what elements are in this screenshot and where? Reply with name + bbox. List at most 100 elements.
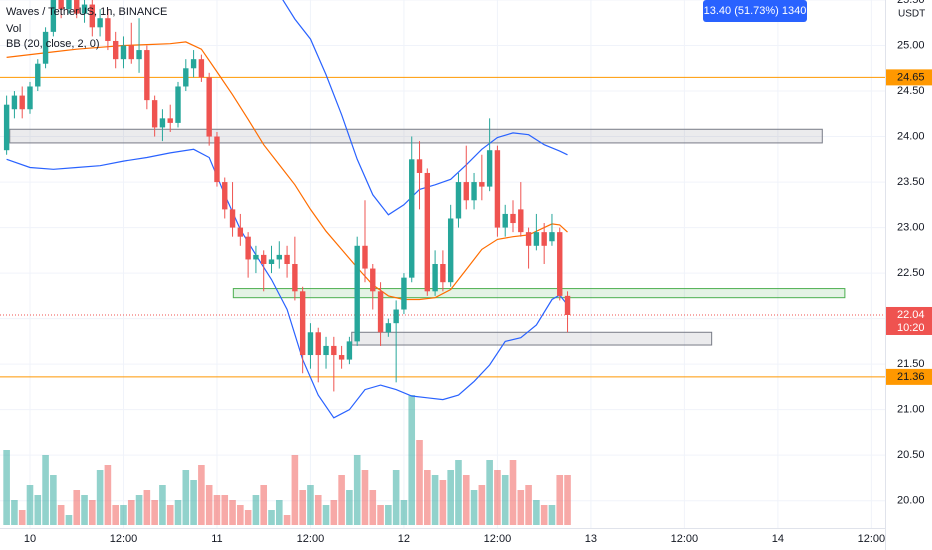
level-badge: 21.36 <box>897 371 925 383</box>
candle-body <box>299 291 306 356</box>
candle-body <box>377 291 384 333</box>
candle-body <box>268 259 275 264</box>
volume-bar <box>34 495 42 525</box>
volume-bar <box>213 495 221 525</box>
candle-body <box>455 182 462 219</box>
volume-bar <box>361 470 369 525</box>
candle-body <box>292 264 298 292</box>
x-tick-label: 11 <box>211 533 222 545</box>
candle-body <box>120 45 127 60</box>
candle-body <box>66 0 72 10</box>
volume-bar <box>26 485 34 525</box>
volume-bar <box>81 495 88 525</box>
candle-body <box>81 4 88 14</box>
candle-body <box>74 0 80 14</box>
y-tick-label: 20.00 <box>897 495 925 507</box>
volume-bar <box>447 470 454 525</box>
last-price-badge: 22.04 <box>897 309 925 321</box>
volume-bar <box>11 500 18 525</box>
volume-bar <box>470 490 478 525</box>
candle-body <box>144 50 150 101</box>
legend-vol: Vol <box>6 23 21 35</box>
candle-body <box>401 277 407 310</box>
volume-bar <box>57 505 65 525</box>
candle-body <box>183 68 189 87</box>
volume-bar <box>307 485 314 525</box>
level-badge: 24.65 <box>897 71 925 83</box>
candle-body <box>564 295 571 315</box>
candle-body <box>42 31 49 64</box>
legend-bb: BB (20, close, 2, 0) <box>6 38 100 50</box>
volume-bar <box>478 485 486 525</box>
chart-title: Waves / TetherUS, 1h, BINANCE <box>6 6 167 18</box>
volume-bar <box>564 475 571 525</box>
x-tick-label: 10 <box>24 533 36 545</box>
x-tick-label: 12:00 <box>671 533 699 545</box>
measure-badge: 13.40 (51.73%) 1340 <box>704 5 807 17</box>
volume-bar <box>127 500 135 525</box>
candle-body <box>409 159 415 278</box>
candle-body <box>112 40 119 60</box>
bb-line <box>6 148 568 419</box>
volume-bar <box>42 455 49 525</box>
candle-body <box>206 77 212 137</box>
candle-body <box>58 0 64 10</box>
candle-body <box>338 355 345 360</box>
candle-body <box>486 150 493 187</box>
x-tick-label: 12:00 <box>297 533 325 545</box>
candle-body <box>323 345 329 356</box>
candle-body <box>229 209 236 228</box>
candle-body <box>19 95 25 110</box>
level-badge-bg <box>886 69 932 86</box>
candle-body <box>167 118 173 123</box>
candle-body <box>518 209 524 233</box>
candle-body <box>284 254 290 264</box>
x-tick-label: 12:00 <box>484 533 512 545</box>
y-tick-label: 25.50 <box>897 0 925 6</box>
candle-body <box>510 213 516 224</box>
volume-bar <box>120 505 127 525</box>
volume-bar <box>486 460 493 525</box>
candle-body <box>370 268 376 292</box>
volume-bar <box>377 505 384 525</box>
x-tick-label: 12 <box>398 533 410 545</box>
volume-bar <box>190 480 197 525</box>
candle-body <box>416 159 423 173</box>
volume-bar <box>314 495 322 525</box>
candle-body <box>261 254 267 264</box>
candle-body <box>151 100 158 128</box>
y-tick-label: 24.00 <box>897 130 925 142</box>
volume-bar <box>556 475 564 525</box>
y-tick-label: 25.00 <box>897 39 925 51</box>
candle-body <box>424 172 431 292</box>
plot-area <box>0 0 885 528</box>
candle-body <box>27 86 33 110</box>
candle-body <box>346 341 353 360</box>
candle-body <box>128 45 134 60</box>
candle-body <box>362 245 368 269</box>
volume-bar <box>198 465 205 525</box>
volume-bar <box>73 490 81 525</box>
volume-bar <box>221 495 229 525</box>
volume-bar <box>509 460 517 525</box>
volume-bar <box>151 500 158 525</box>
volume-bar <box>494 470 501 525</box>
candle-body <box>253 254 259 260</box>
x-tick-label: 12:00 <box>110 533 138 545</box>
volume-bar <box>205 485 213 525</box>
volume-bar <box>540 505 548 525</box>
volume-bar <box>159 485 166 525</box>
volume-bar <box>260 485 268 525</box>
volume-bar <box>424 470 431 525</box>
candle-body <box>432 264 438 292</box>
candle-body <box>463 182 469 201</box>
candle-body <box>276 254 282 260</box>
volume-bar <box>439 480 447 525</box>
candle-body <box>190 59 197 69</box>
volume-bar <box>229 500 236 525</box>
volume-bar <box>283 515 291 525</box>
zone <box>232 288 846 299</box>
volume-bar <box>299 490 306 525</box>
